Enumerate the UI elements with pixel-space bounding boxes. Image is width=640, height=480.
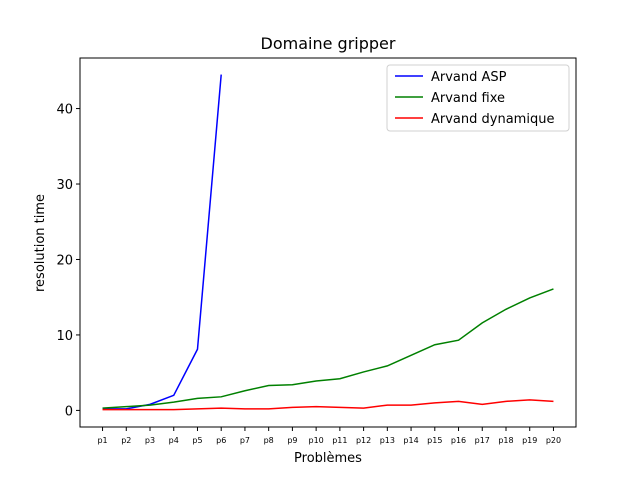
legend-box [386, 64, 570, 132]
y-tick-label: 20 [56, 253, 73, 268]
x-tick-label: p3 [145, 436, 155, 445]
x-tick-label: p10 [309, 436, 324, 445]
x-tick-label: p18 [498, 436, 513, 445]
x-tick-label: p11 [332, 436, 347, 445]
chart-title: Domaine gripper [261, 34, 396, 53]
legend: Arvand ASP Arvand fixe Arvand dynamique [386, 64, 570, 132]
x-tick-label: p19 [522, 436, 537, 445]
y-tick-label: 40 [56, 103, 73, 118]
x-tick-label: p5 [192, 436, 202, 445]
x-tick-label: p17 [475, 436, 490, 445]
y-tick-label: 0 [65, 404, 73, 419]
x-tick-label: p15 [427, 436, 442, 445]
series-line [102, 74, 222, 410]
legend-label: Arvand ASP [431, 70, 507, 85]
y-tick-label: 10 [56, 329, 73, 344]
x-tick-label: p7 [240, 436, 250, 445]
legend-label: Arvand dynamique [431, 112, 554, 127]
x-tick-label: p4 [169, 436, 179, 445]
x-tick-label: p20 [546, 436, 561, 445]
series-line [102, 288, 554, 409]
x-tick-label: p1 [97, 436, 107, 445]
x-tick-label: p9 [287, 436, 297, 445]
plot-frame [79, 57, 577, 428]
x-tick-label: p6 [216, 436, 226, 445]
x-tick-label: p12 [356, 436, 371, 445]
series-line [102, 399, 554, 411]
x-tick-label: p13 [380, 436, 395, 445]
x-tick-label: p8 [264, 436, 274, 445]
x-tick-label: p14 [403, 436, 418, 445]
legend-label: Arvand fixe [431, 91, 505, 106]
x-axis-label: Problèmes [294, 451, 362, 466]
x-tick-label: p2 [121, 436, 131, 445]
y-axis-label: resolution time [33, 194, 48, 292]
y-tick-label: 30 [56, 178, 73, 193]
x-tick-label: p16 [451, 436, 466, 445]
